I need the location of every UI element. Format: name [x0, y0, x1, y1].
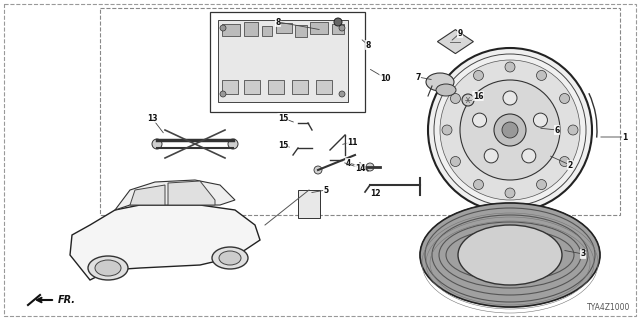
Bar	[222, 80, 238, 94]
Ellipse shape	[219, 251, 241, 265]
Ellipse shape	[212, 247, 248, 269]
Circle shape	[472, 113, 486, 127]
Polygon shape	[130, 185, 165, 205]
Circle shape	[502, 122, 518, 138]
Circle shape	[533, 113, 547, 127]
Bar	[310, 22, 328, 34]
Circle shape	[440, 60, 580, 200]
Circle shape	[334, 18, 342, 26]
Ellipse shape	[88, 256, 128, 280]
Polygon shape	[115, 180, 235, 210]
Circle shape	[366, 163, 374, 171]
Bar	[100, 8, 620, 215]
Text: 5: 5	[323, 186, 328, 195]
Bar	[210, 12, 365, 112]
Text: 14: 14	[355, 164, 365, 172]
Text: 7: 7	[415, 73, 420, 82]
Circle shape	[451, 156, 460, 166]
Text: 9: 9	[458, 28, 463, 37]
Circle shape	[559, 156, 570, 166]
Circle shape	[339, 91, 345, 97]
Polygon shape	[70, 205, 260, 280]
Text: 3: 3	[580, 250, 586, 259]
Bar	[276, 23, 292, 33]
Ellipse shape	[436, 84, 456, 96]
Circle shape	[152, 139, 162, 149]
Circle shape	[536, 70, 547, 80]
Bar	[295, 25, 307, 37]
Bar	[332, 24, 344, 34]
Bar	[222, 24, 240, 36]
Text: 12: 12	[370, 188, 380, 197]
Bar	[262, 26, 272, 36]
Bar	[244, 80, 260, 94]
Circle shape	[474, 70, 483, 80]
Text: 15: 15	[278, 140, 288, 149]
Text: 8: 8	[365, 41, 371, 50]
Ellipse shape	[426, 73, 454, 91]
Circle shape	[494, 114, 526, 146]
Text: 10: 10	[380, 74, 390, 83]
Circle shape	[505, 188, 515, 198]
Bar	[298, 190, 320, 218]
Text: 16: 16	[473, 92, 483, 100]
Circle shape	[559, 93, 570, 103]
Circle shape	[484, 149, 498, 163]
Circle shape	[451, 93, 460, 103]
Circle shape	[536, 180, 547, 189]
Circle shape	[220, 91, 226, 97]
Text: 8: 8	[275, 18, 281, 27]
Circle shape	[442, 125, 452, 135]
Circle shape	[314, 166, 322, 174]
Polygon shape	[437, 30, 474, 53]
Text: 1: 1	[622, 132, 628, 141]
Ellipse shape	[95, 260, 121, 276]
Text: 6: 6	[554, 125, 559, 134]
Polygon shape	[168, 181, 215, 205]
Ellipse shape	[420, 203, 600, 307]
Bar	[292, 80, 308, 94]
Text: FR.: FR.	[58, 295, 76, 305]
Circle shape	[505, 62, 515, 72]
Bar	[218, 20, 348, 102]
Ellipse shape	[458, 225, 562, 285]
Circle shape	[339, 25, 345, 31]
Text: 11: 11	[347, 138, 357, 147]
Text: 2: 2	[568, 161, 573, 170]
Circle shape	[474, 180, 483, 189]
Circle shape	[228, 139, 238, 149]
Circle shape	[220, 25, 226, 31]
Circle shape	[568, 125, 578, 135]
FancyArrowPatch shape	[37, 298, 52, 302]
Text: 15: 15	[278, 114, 288, 123]
Bar	[268, 80, 284, 94]
Circle shape	[462, 94, 474, 106]
Bar	[316, 80, 332, 94]
Circle shape	[460, 80, 560, 180]
Circle shape	[522, 149, 536, 163]
Text: 4: 4	[346, 158, 351, 167]
Circle shape	[428, 48, 592, 212]
Bar	[244, 22, 258, 36]
Text: TYA4Z1000: TYA4Z1000	[587, 303, 630, 312]
Text: 13: 13	[147, 114, 157, 123]
Circle shape	[503, 91, 517, 105]
